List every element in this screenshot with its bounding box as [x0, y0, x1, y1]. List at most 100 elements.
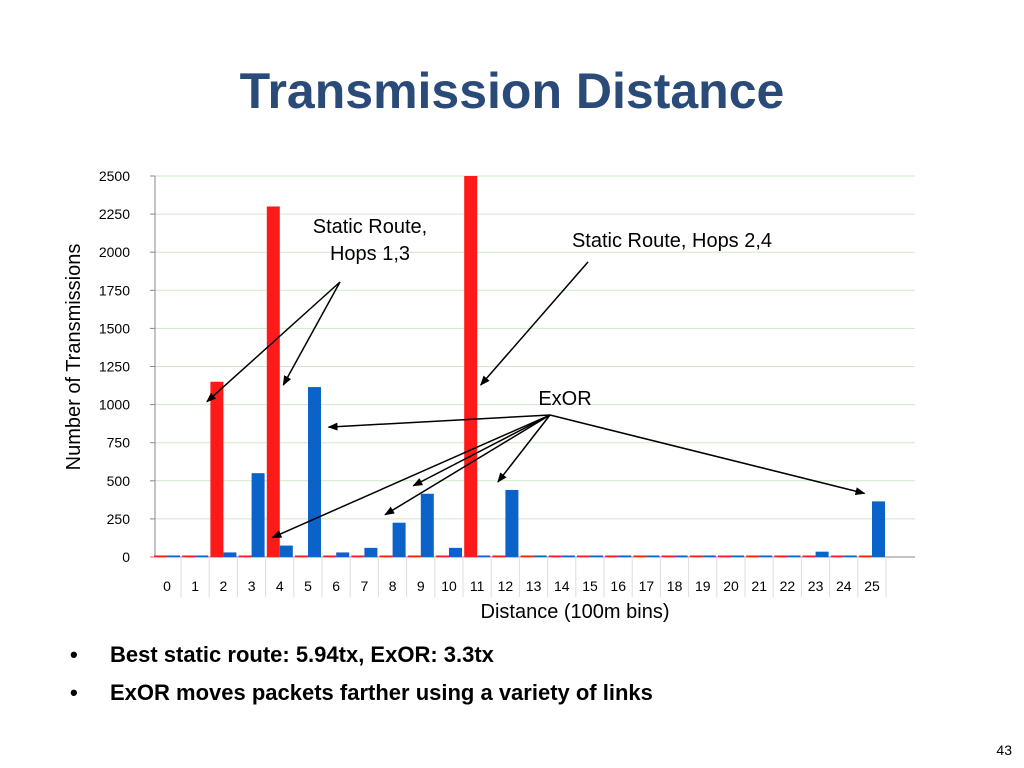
y-tick-label: 0	[122, 549, 130, 565]
x-tick-label: 10	[441, 578, 457, 594]
page-number: 43	[996, 742, 1012, 758]
exor-bar-22	[787, 555, 801, 557]
exor-bar-17	[646, 555, 660, 557]
static-route-bar-2	[210, 381, 224, 557]
static-route-bar-5	[295, 555, 308, 557]
x-tick-label: 18	[667, 578, 683, 594]
x-tick-label: 3	[248, 578, 256, 594]
y-tick-label: 500	[107, 473, 131, 489]
static-route-bar-0	[154, 555, 167, 557]
static-route-bar-7	[351, 555, 365, 557]
annotation-arrow	[206, 281, 341, 403]
bullet-list: • Best static route: 5.94tx, ExOR: 3.3tx …	[70, 636, 653, 712]
x-tick-label: 0	[163, 578, 171, 594]
x-tick-label: 21	[751, 578, 767, 594]
exor-bar-16	[618, 555, 632, 557]
exor-bar-4	[279, 545, 293, 557]
static-route-bar-11	[464, 176, 478, 557]
static-route-bar-18	[661, 555, 675, 557]
annotation-label: ExOR	[538, 388, 591, 410]
x-tick-label: 13	[526, 578, 542, 594]
exor-bar-1	[195, 555, 209, 557]
static-route-bar-14	[548, 555, 562, 557]
static-route-bar-25	[859, 555, 872, 557]
x-tick-label: 16	[610, 578, 626, 594]
x-tick-label: 7	[361, 578, 369, 594]
y-tick-label: 1000	[99, 397, 130, 413]
exor-bar-23	[815, 551, 829, 557]
annotation-arrow	[497, 414, 551, 483]
static-route-bar-15	[577, 555, 590, 557]
annotation-arrow	[327, 414, 551, 431]
annotation-label: Static Route, Hops 2,4	[572, 230, 772, 252]
x-tick-label: 9	[417, 578, 425, 594]
bullet-dot: •	[70, 642, 78, 667]
static-route-bar-24	[830, 555, 844, 557]
static-route-bar-20	[718, 555, 731, 557]
static-route-bar-22	[774, 555, 788, 557]
exor-bar-11	[477, 555, 491, 557]
y-tick-label: 250	[107, 511, 131, 527]
y-tick-label: 750	[107, 435, 131, 451]
exor-bar-6	[336, 552, 350, 557]
exor-bar-14	[561, 555, 575, 557]
annotation-label: Static Route,	[313, 216, 428, 238]
exor-bar-3	[251, 473, 265, 557]
static-route-bar-1	[182, 555, 196, 557]
exor-bar-12	[505, 489, 519, 557]
tick-labels: 0 250 500 750 1000 1250 1500 1750 2000 2250 2500 0 1…	[99, 168, 880, 594]
gridlines	[155, 175, 915, 558]
exor-bar-24	[843, 555, 857, 557]
x-tick-label: 5	[304, 578, 312, 594]
x-tick-label: 15	[582, 578, 598, 594]
static-route-bar-16	[605, 555, 619, 557]
exor-bar-9	[420, 493, 434, 557]
exor-bar-8	[392, 522, 406, 557]
annotation-arrow	[412, 414, 551, 487]
y-tick-label: 2500	[99, 168, 130, 184]
x-tick-label: 11	[470, 578, 485, 594]
annotation-arrow	[480, 261, 589, 386]
exor-bar-10	[449, 547, 462, 557]
exor-bar-5	[308, 387, 321, 557]
x-tick-label: 23	[808, 578, 824, 594]
slide-title: Transmission Distance	[239, 63, 785, 119]
x-tick-label: 14	[554, 578, 570, 594]
static-route-bar-23	[802, 555, 816, 557]
x-tick-label: 17	[639, 578, 655, 594]
exor-bar-25	[872, 501, 885, 557]
exor-bar-15	[590, 555, 603, 557]
y-tick-label: 1250	[99, 359, 130, 375]
x-tick-label: 24	[836, 578, 852, 594]
bullet-dot: •	[70, 680, 78, 705]
bullet-text: ExOR moves packets farther using a varie…	[110, 680, 653, 705]
annotation-arrow	[384, 414, 551, 516]
annotation-arrow	[549, 414, 866, 496]
static-route-bar-3	[238, 555, 252, 557]
annotations: Static Route, Hops 1,3 Static Route, Hops …	[206, 216, 866, 539]
x-tick-label: 20	[723, 578, 739, 594]
y-axis-label: Number of Transmissions	[63, 244, 85, 471]
annotation-label: Hops 1,3	[330, 243, 410, 265]
exor-bar-20	[731, 555, 744, 557]
bars	[154, 176, 885, 558]
static-route-bar-6	[323, 555, 337, 557]
exor-bar-19	[702, 555, 716, 557]
static-route-bar-17	[633, 555, 647, 557]
bullet-text: Best static route: 5.94tx, ExOR: 3.3tx	[110, 642, 494, 667]
annotation-arrow	[271, 414, 551, 539]
static-route-bar-10	[436, 555, 449, 557]
exor-bar-13	[533, 555, 547, 557]
static-route-bar-8	[379, 555, 393, 557]
x-tick-label: 6	[332, 578, 340, 594]
bullet-item: • Best static route: 5.94tx, ExOR: 3.3tx	[70, 636, 653, 674]
exor-bar-7	[364, 547, 378, 557]
x-tick-label: 19	[695, 578, 711, 594]
axes	[150, 175, 915, 597]
static-route-bar-13	[520, 555, 534, 557]
exor-bar-21	[759, 555, 773, 557]
static-route-bar-4	[266, 206, 280, 558]
static-route-bar-9	[407, 555, 421, 557]
static-route-bar-12	[492, 555, 506, 557]
